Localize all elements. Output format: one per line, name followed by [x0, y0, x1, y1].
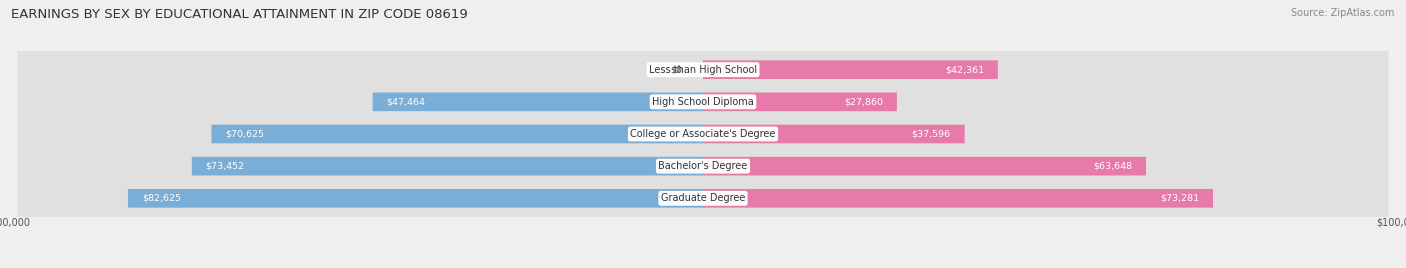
Text: Graduate Degree: Graduate Degree: [661, 193, 745, 203]
FancyBboxPatch shape: [191, 157, 703, 176]
Text: Bachelor's Degree: Bachelor's Degree: [658, 161, 748, 171]
FancyBboxPatch shape: [703, 189, 1213, 208]
Text: $0: $0: [671, 65, 682, 74]
FancyBboxPatch shape: [17, 115, 1389, 153]
Text: $47,464: $47,464: [387, 97, 426, 106]
Text: EARNINGS BY SEX BY EDUCATIONAL ATTAINMENT IN ZIP CODE 08619: EARNINGS BY SEX BY EDUCATIONAL ATTAINMEN…: [11, 8, 468, 21]
Text: $37,596: $37,596: [911, 129, 950, 139]
FancyBboxPatch shape: [128, 189, 703, 208]
FancyBboxPatch shape: [703, 60, 998, 79]
FancyBboxPatch shape: [703, 92, 897, 111]
FancyBboxPatch shape: [17, 180, 1389, 217]
Text: $73,281: $73,281: [1160, 194, 1199, 203]
FancyBboxPatch shape: [211, 125, 703, 143]
Text: High School Diploma: High School Diploma: [652, 97, 754, 107]
FancyBboxPatch shape: [17, 83, 1389, 121]
FancyBboxPatch shape: [373, 92, 703, 111]
Text: Less than High School: Less than High School: [650, 65, 756, 75]
Text: Source: ZipAtlas.com: Source: ZipAtlas.com: [1291, 8, 1395, 18]
FancyBboxPatch shape: [703, 157, 1146, 176]
Text: $70,625: $70,625: [225, 129, 264, 139]
Text: $42,361: $42,361: [945, 65, 984, 74]
FancyBboxPatch shape: [17, 51, 1389, 88]
Text: $27,860: $27,860: [844, 97, 883, 106]
Text: $82,625: $82,625: [142, 194, 181, 203]
FancyBboxPatch shape: [17, 147, 1389, 185]
FancyBboxPatch shape: [703, 125, 965, 143]
Text: $63,648: $63,648: [1092, 162, 1132, 171]
Text: $73,452: $73,452: [205, 162, 245, 171]
Text: College or Associate's Degree: College or Associate's Degree: [630, 129, 776, 139]
